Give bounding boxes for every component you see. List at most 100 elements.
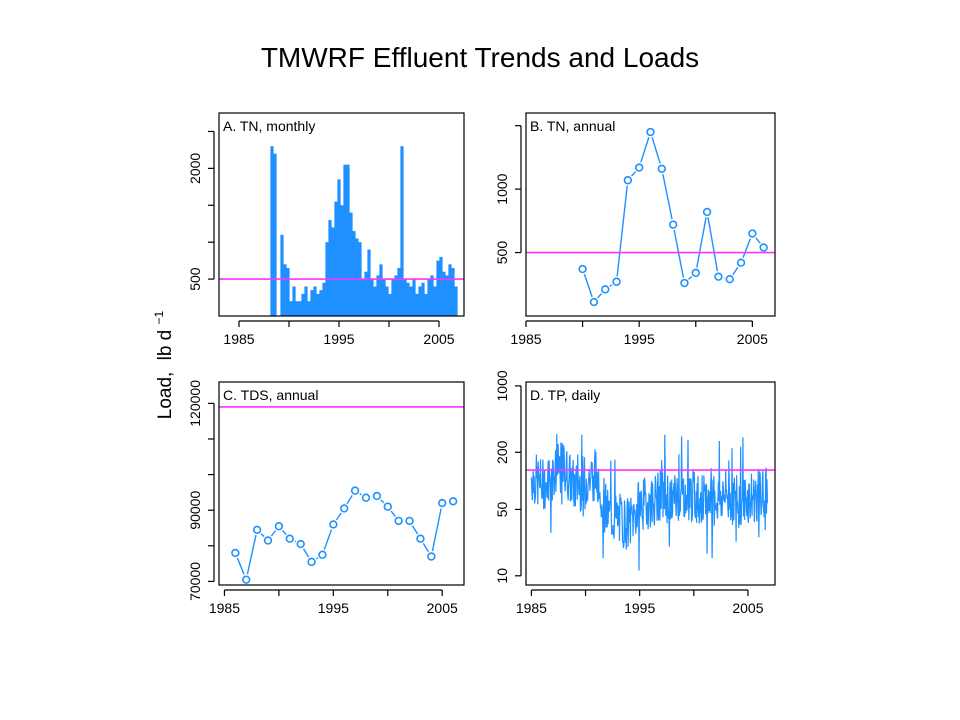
series-segment-c bbox=[270, 530, 277, 537]
bar-a bbox=[283, 264, 287, 316]
series-segment-b bbox=[583, 274, 593, 298]
page-title: TMWRF Effluent Trends and Loads bbox=[260, 42, 700, 73]
bar-a bbox=[307, 301, 311, 316]
bar-a bbox=[273, 153, 277, 316]
bar-a bbox=[355, 238, 359, 316]
series-line-d bbox=[530, 433, 768, 571]
bar-a bbox=[397, 268, 401, 316]
bar-a bbox=[352, 231, 356, 316]
series-segment-c bbox=[260, 533, 265, 538]
point-b bbox=[646, 127, 655, 137]
bar-a bbox=[427, 279, 431, 316]
point-b bbox=[691, 268, 700, 278]
point-b bbox=[748, 229, 757, 238]
point-b bbox=[668, 220, 678, 229]
series-segment-b bbox=[631, 171, 637, 177]
series-segment-c bbox=[390, 510, 396, 517]
series-segment-c bbox=[281, 529, 287, 536]
x-tick-label-c: 1985 bbox=[209, 600, 240, 616]
data-layer-b bbox=[578, 127, 768, 307]
bar-a bbox=[433, 286, 437, 316]
bar-a bbox=[301, 293, 305, 316]
y-tick-label-a: 500 bbox=[187, 267, 203, 291]
panel-label-a: A. TN, monthly bbox=[223, 118, 315, 134]
y-tick-label-d: 200 bbox=[494, 440, 510, 464]
point-c bbox=[340, 504, 349, 513]
series-segment-c bbox=[359, 493, 362, 496]
y-tick-label-c: 70000 bbox=[187, 562, 203, 601]
bar-a bbox=[400, 146, 404, 316]
series-segment-b bbox=[662, 174, 673, 220]
bar-a bbox=[361, 279, 365, 316]
series-segment-c bbox=[236, 557, 245, 575]
point-c bbox=[372, 491, 382, 501]
x-tick-label-d: 2005 bbox=[732, 600, 763, 616]
bar-a bbox=[370, 279, 374, 316]
point-c bbox=[329, 520, 338, 529]
y-tick-label-d: 50 bbox=[494, 501, 510, 517]
x-tick-label-a: 1985 bbox=[223, 331, 254, 347]
bar-a bbox=[331, 227, 335, 316]
bar-a bbox=[349, 212, 353, 316]
point-c bbox=[405, 516, 414, 526]
x-tick-label-c: 2005 bbox=[427, 600, 458, 616]
bar-a bbox=[319, 290, 323, 316]
series-segment-c bbox=[380, 499, 385, 504]
panel-a: 1985 1995 2005 500 2000 A. TN, monthly bbox=[187, 112, 465, 347]
x-tick-label-b: 2005 bbox=[737, 331, 768, 347]
series-segment-c bbox=[335, 512, 342, 521]
bar-a bbox=[406, 282, 410, 316]
y-axis-title-main: Load, bbox=[155, 372, 176, 420]
y-axis-title-exponent: −1 bbox=[152, 310, 166, 324]
series-segment-b bbox=[688, 276, 693, 280]
bar-a bbox=[337, 179, 341, 316]
point-c bbox=[263, 536, 273, 545]
bar-a bbox=[304, 286, 308, 316]
series-segment-b bbox=[696, 217, 707, 268]
bar-a bbox=[439, 256, 443, 316]
point-c bbox=[427, 552, 436, 561]
y-tick-label-c: 120000 bbox=[187, 380, 203, 427]
panel-label-c: C. TDS, annual bbox=[223, 387, 318, 403]
point-b bbox=[657, 164, 667, 174]
bar-a bbox=[445, 275, 449, 316]
bar-a bbox=[286, 268, 290, 316]
panel-label-d: D. TP, daily bbox=[530, 387, 600, 403]
panel-frame-b bbox=[525, 112, 776, 317]
bar-a bbox=[412, 279, 416, 316]
panel-frame-c bbox=[218, 381, 465, 586]
bar-a bbox=[376, 275, 380, 316]
point-b bbox=[634, 163, 644, 172]
y-axis-title: Load, lb d −1 bbox=[152, 310, 176, 419]
x-tick-label-c: 1995 bbox=[318, 600, 349, 616]
bar-a bbox=[382, 279, 386, 316]
point-b bbox=[578, 264, 587, 274]
series-segment-b bbox=[609, 284, 613, 287]
point-b bbox=[725, 275, 734, 284]
bar-a bbox=[280, 234, 284, 316]
panels: 1985 1995 2005 500 2000 A. TN, monthly 1985 199… bbox=[187, 112, 776, 616]
point-c bbox=[296, 539, 305, 549]
series-segment-c bbox=[431, 508, 442, 552]
bar-a bbox=[313, 286, 317, 316]
bar-a bbox=[448, 264, 452, 316]
panel-frame-a bbox=[218, 112, 465, 317]
bar-a bbox=[295, 301, 299, 316]
bar-a bbox=[343, 164, 347, 316]
point-c bbox=[242, 575, 251, 584]
point-c bbox=[394, 516, 403, 526]
bar-a bbox=[388, 293, 392, 316]
panel-c: 1985 1995 2005 70000 90000 120000 C. TDS, annu… bbox=[187, 380, 465, 616]
series-segment-b bbox=[651, 137, 661, 164]
bar-a bbox=[415, 293, 419, 316]
y-tick-label-b: 500 bbox=[494, 241, 510, 265]
point-b bbox=[612, 277, 621, 286]
series-segment-b bbox=[742, 238, 752, 258]
bar-a bbox=[334, 201, 338, 316]
series-segment-c bbox=[302, 548, 310, 558]
series-segment-b bbox=[616, 185, 628, 277]
bar-a bbox=[289, 301, 293, 316]
series-segment-b bbox=[673, 229, 685, 278]
series-segment-b bbox=[597, 292, 603, 299]
